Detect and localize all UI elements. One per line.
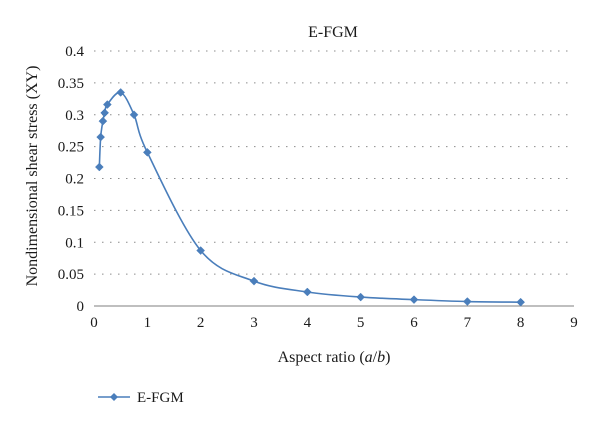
y-tick-label-5: 0.25 bbox=[58, 140, 84, 156]
data-point-0 bbox=[94, 162, 104, 172]
x-tick-label-2: 2 bbox=[197, 315, 205, 331]
x-tick-label-9: 9 bbox=[570, 315, 578, 331]
y-tick-label-1: 0.05 bbox=[58, 267, 84, 283]
y-tick-label-4: 0.2 bbox=[65, 172, 84, 188]
chart-title: E-FGM bbox=[308, 24, 358, 41]
y-tick-label-6: 0.3 bbox=[65, 108, 84, 124]
x-tick-label-6: 6 bbox=[410, 315, 418, 331]
data-point-2 bbox=[98, 116, 108, 126]
x-tick-label-5: 5 bbox=[357, 315, 365, 331]
data-point-12 bbox=[409, 295, 419, 304]
data-point-8 bbox=[196, 246, 206, 255]
data-point-5 bbox=[116, 88, 126, 97]
y-tick-label-2: 0.1 bbox=[65, 235, 84, 251]
data-point-7 bbox=[142, 148, 152, 157]
data-point-10 bbox=[302, 287, 312, 297]
y-tick-labels: 0 0.05 0.1 0.15 0.2 0.25 0.3 0.35 0.4 bbox=[58, 44, 85, 315]
x-tick-label-7: 7 bbox=[464, 315, 472, 331]
legend-marker-e-fgm bbox=[110, 393, 118, 401]
x-tick-label-4: 4 bbox=[304, 315, 312, 331]
y-gridlines bbox=[94, 50, 574, 275]
series-markers-e-fgm bbox=[94, 88, 526, 307]
y-axis-label: Nondimensional shear stress (XY) bbox=[24, 66, 41, 287]
y-tick-label-8: 0.4 bbox=[65, 44, 84, 60]
data-point-9 bbox=[249, 276, 259, 286]
x-tick-label-3: 3 bbox=[250, 315, 258, 331]
x-axis-label: Aspect ratio (a/b) bbox=[278, 349, 391, 366]
x-tick-labels: 0 1 2 3 4 5 6 7 8 9 bbox=[90, 315, 578, 331]
legend: E-FGM bbox=[98, 390, 184, 406]
data-point-4 bbox=[102, 100, 112, 109]
data-point-11 bbox=[356, 292, 366, 302]
data-point-6 bbox=[129, 110, 139, 120]
y-tick-label-7: 0.35 bbox=[58, 76, 84, 92]
x-tick-label-1: 1 bbox=[144, 315, 152, 331]
legend-label-e-fgm: E-FGM bbox=[137, 390, 184, 406]
data-point-1 bbox=[96, 132, 106, 142]
series-line-e-fgm bbox=[98, 91, 521, 303]
y-tick-label-0: 0 bbox=[77, 299, 85, 315]
x-tick-label-8: 8 bbox=[517, 315, 525, 331]
data-point-3 bbox=[100, 108, 110, 118]
data-point-13 bbox=[462, 297, 472, 306]
x-tick-label-0: 0 bbox=[90, 315, 98, 331]
data-point-14 bbox=[516, 297, 526, 307]
y-tick-label-3: 0.15 bbox=[58, 203, 84, 219]
